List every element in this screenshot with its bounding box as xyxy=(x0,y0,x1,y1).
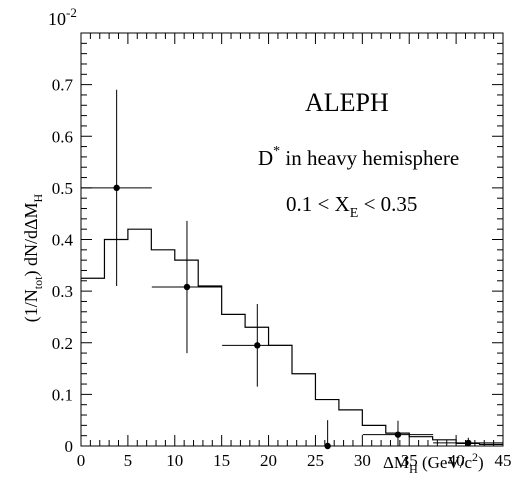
y-tick-label: 0 xyxy=(65,437,74,456)
x-tick-label: 25 xyxy=(307,451,324,470)
y-tick-label: 0.4 xyxy=(52,231,74,250)
data-point xyxy=(113,184,120,192)
x-tick-label: 0 xyxy=(77,451,86,470)
data-point xyxy=(465,439,472,447)
x-tick-label: 15 xyxy=(213,451,230,470)
x-tick-label: 5 xyxy=(124,451,133,470)
y-tick-label: 0.5 xyxy=(52,179,73,198)
data-point xyxy=(324,442,331,450)
x-tick-label: 45 xyxy=(495,451,512,470)
y-axis-label: (1/Ntot) dN/dΔMH xyxy=(21,193,45,322)
data-point xyxy=(254,342,261,349)
x-axis-label: ΔMH (GeV/c2) xyxy=(383,450,484,476)
cut-label: 0.1 < XE < 0.35 xyxy=(286,192,417,221)
y-tick-label: 0.2 xyxy=(52,334,73,353)
x-tick-label: 35 xyxy=(401,451,418,470)
selection-label: D* in heavy hemisphere xyxy=(258,144,459,170)
y-axis-exponent: 10-2 xyxy=(48,5,77,29)
experiment-label: ALEPH xyxy=(305,88,389,117)
x-tick-label: 30 xyxy=(354,451,371,470)
x-tick-label: 10 xyxy=(166,451,183,470)
x-tick-label: 40 xyxy=(448,451,465,470)
y-tick-label: 0.6 xyxy=(52,127,73,146)
plot-frame xyxy=(80,32,504,447)
y-tick-label: 0.3 xyxy=(52,282,73,301)
x-tick-label: 20 xyxy=(260,451,277,470)
y-tick-label: 0.7 xyxy=(52,76,74,95)
data-point xyxy=(183,283,191,291)
data-point xyxy=(394,431,402,438)
y-tick-label: 0.1 xyxy=(52,385,73,404)
histogram-line xyxy=(81,228,503,446)
